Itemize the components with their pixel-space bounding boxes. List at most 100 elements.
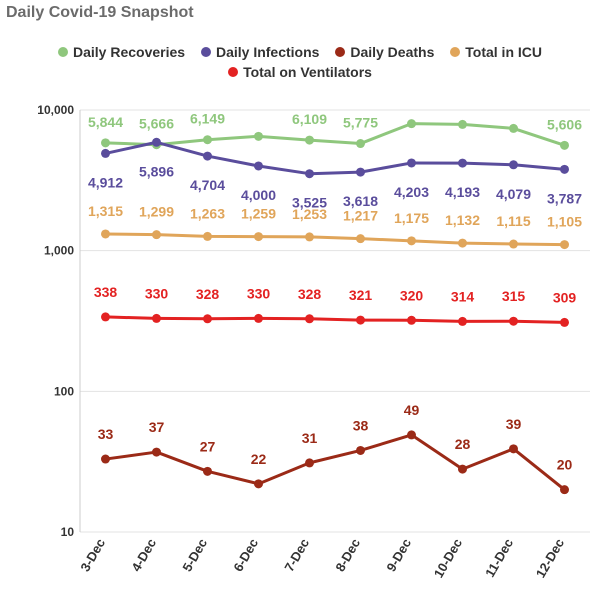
- data-point: [254, 161, 263, 171]
- data-label: 5,606: [547, 116, 582, 132]
- data-label: 4,203: [394, 184, 429, 200]
- data-point: [407, 236, 416, 246]
- legend-swatch-recoveries: [58, 47, 68, 58]
- data-point: [509, 444, 518, 454]
- data-label: 4,912: [88, 174, 123, 190]
- data-point: [305, 135, 314, 145]
- data-point: [560, 164, 569, 174]
- data-label: 38: [353, 417, 369, 433]
- data-label: 338: [94, 284, 118, 300]
- data-label: 4,704: [190, 177, 225, 193]
- data-point: [407, 119, 416, 129]
- legend-swatch-infections: [200, 47, 211, 58]
- data-point: [254, 313, 263, 323]
- data-label: 37: [149, 419, 165, 435]
- data-point: [509, 160, 518, 170]
- data-point: [254, 131, 263, 141]
- data-label: 6,109: [292, 111, 327, 127]
- data-point: [356, 167, 365, 177]
- data-point: [560, 317, 569, 327]
- data-label: 5,844: [88, 114, 123, 130]
- data-point: [458, 238, 467, 248]
- data-label: 4,193: [445, 184, 480, 200]
- legend-swatch-icu: [450, 47, 461, 58]
- data-point: [152, 313, 161, 323]
- data-label: 330: [145, 285, 169, 301]
- data-label: 3,525: [292, 195, 327, 211]
- data-label: 4,000: [241, 187, 276, 203]
- x-tick-label: 7-Dec: [281, 536, 312, 574]
- legend-item-infections[interactable]: Daily Infections: [200, 42, 320, 62]
- data-label: 314: [451, 288, 475, 304]
- data-point: [305, 458, 314, 468]
- data-point: [407, 315, 416, 325]
- data-point: [305, 232, 314, 242]
- data-point: [101, 312, 110, 322]
- x-tick-label: 12-Dec: [533, 536, 567, 580]
- data-label: 4,079: [496, 186, 531, 202]
- data-label: 1,132: [445, 212, 480, 228]
- legend-label-ventilators: Total on Ventilators: [243, 64, 372, 80]
- data-point: [458, 316, 467, 326]
- data-point: [458, 158, 467, 168]
- x-tick-label: 5-Dec: [179, 536, 210, 574]
- data-point: [509, 316, 518, 326]
- data-point: [203, 231, 212, 241]
- legend: Daily Recoveries Daily Infections Daily …: [0, 42, 600, 82]
- legend-item-ventilators[interactable]: Total on Ventilators: [228, 62, 372, 82]
- data-label: 1,299: [139, 204, 174, 220]
- data-point: [203, 466, 212, 476]
- data-label: 3,787: [547, 190, 582, 206]
- data-point: [101, 229, 110, 239]
- data-point: [407, 158, 416, 168]
- data-point: [458, 464, 467, 474]
- data-point: [152, 447, 161, 457]
- legend-item-recoveries[interactable]: Daily Recoveries: [58, 42, 185, 62]
- data-point: [101, 454, 110, 464]
- data-point: [407, 430, 416, 440]
- chart-title: Daily Covid-19 Snapshot: [6, 4, 194, 21]
- x-tick-label: 4-Dec: [128, 536, 159, 574]
- data-point: [254, 479, 263, 489]
- data-label: 5,896: [139, 163, 174, 179]
- legend-label-infections: Daily Infections: [215, 44, 320, 60]
- data-point: [509, 239, 518, 249]
- series-line: [105, 433, 566, 491]
- data-label: 315: [502, 288, 526, 304]
- legend-label-icu: Total in ICU: [465, 44, 542, 60]
- data-label: 1,115: [496, 213, 530, 229]
- series-line: [105, 232, 565, 247]
- data-label: 321: [349, 287, 373, 303]
- x-tick-label: 8-Dec: [332, 536, 363, 574]
- data-label: 31: [302, 430, 318, 446]
- series-line: [105, 140, 565, 176]
- data-label: 20: [557, 457, 573, 473]
- data-point: [509, 123, 518, 133]
- data-label: 328: [298, 286, 322, 302]
- data-point: [101, 148, 110, 158]
- x-tick-label: 3-Dec: [77, 536, 108, 574]
- legend-label-recoveries: Daily Recoveries: [73, 44, 186, 60]
- data-label: 33: [98, 426, 114, 442]
- data-label: 49: [404, 402, 420, 418]
- data-point: [203, 314, 212, 324]
- data-label: 22: [251, 451, 267, 467]
- data-point: [152, 137, 161, 147]
- series-line: [105, 122, 565, 147]
- legend-row-1: Daily Recoveries Daily Infections Daily …: [0, 42, 600, 62]
- legend-item-deaths[interactable]: Daily Deaths: [335, 42, 434, 62]
- data-point: [254, 232, 263, 242]
- y-tick-label: 1,000: [44, 244, 74, 258]
- data-point: [101, 138, 110, 148]
- data-point: [203, 151, 212, 161]
- data-label: 1,259: [241, 206, 276, 222]
- y-tick-label: 100: [54, 384, 74, 398]
- data-point: [560, 240, 569, 250]
- legend-item-icu[interactable]: Total in ICU: [450, 42, 542, 62]
- data-label: 5,775: [343, 115, 378, 131]
- data-point: [560, 485, 569, 495]
- data-label: 1,315: [88, 203, 123, 219]
- data-label: 39: [506, 416, 522, 432]
- legend-label-deaths: Daily Deaths: [350, 44, 435, 60]
